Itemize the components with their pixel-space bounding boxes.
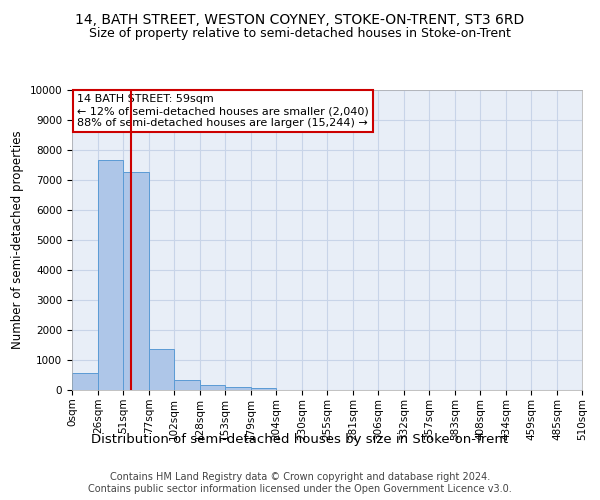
Bar — [98, 160, 123, 390]
Bar — [123, 172, 149, 390]
Text: 14 BATH STREET: 59sqm
← 12% of semi-detached houses are smaller (2,040)
88% of s: 14 BATH STREET: 59sqm ← 12% of semi-deta… — [77, 94, 369, 128]
Bar — [72, 373, 98, 390]
Bar — [174, 380, 200, 390]
Text: Distribution of semi-detached houses by size in Stoke-on-Trent: Distribution of semi-detached houses by … — [91, 432, 509, 446]
Bar — [200, 385, 225, 390]
Text: Contains HM Land Registry data © Crown copyright and database right 2024.
Contai: Contains HM Land Registry data © Crown c… — [88, 472, 512, 494]
Bar — [251, 388, 276, 390]
Bar — [149, 349, 174, 390]
Text: Size of property relative to semi-detached houses in Stoke-on-Trent: Size of property relative to semi-detach… — [89, 28, 511, 40]
Y-axis label: Number of semi-detached properties: Number of semi-detached properties — [11, 130, 24, 350]
Bar — [225, 386, 251, 390]
Text: 14, BATH STREET, WESTON COYNEY, STOKE-ON-TRENT, ST3 6RD: 14, BATH STREET, WESTON COYNEY, STOKE-ON… — [76, 12, 524, 26]
